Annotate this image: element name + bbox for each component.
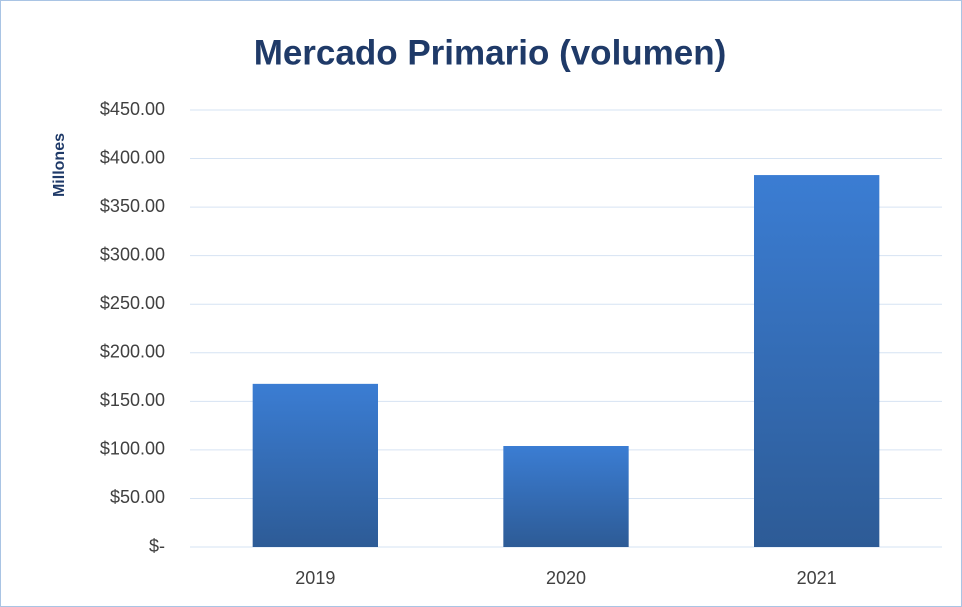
bar	[754, 175, 880, 547]
bar	[503, 446, 629, 547]
y-tick-label: $400.00	[100, 147, 165, 167]
bar	[252, 383, 378, 547]
y-tick-label: $200.00	[100, 342, 165, 362]
y-tick-label: $100.00	[100, 439, 165, 459]
y-tick-label: $350.00	[100, 196, 165, 216]
y-tick-label: $-	[149, 536, 165, 556]
y-tick-label: $450.00	[100, 99, 165, 119]
y-tick-label: $300.00	[100, 244, 165, 264]
x-tick-label: 2019	[295, 568, 335, 588]
y-tick-label: $50.00	[110, 487, 165, 507]
x-tick-label: 2020	[546, 568, 586, 588]
x-tick-label: 2021	[797, 568, 837, 588]
y-axis-label: Millones	[51, 133, 68, 197]
y-tick-label: $150.00	[100, 390, 165, 410]
y-tick-label: $250.00	[100, 293, 165, 313]
chart-title: Mercado Primario (volumen)	[254, 33, 727, 72]
